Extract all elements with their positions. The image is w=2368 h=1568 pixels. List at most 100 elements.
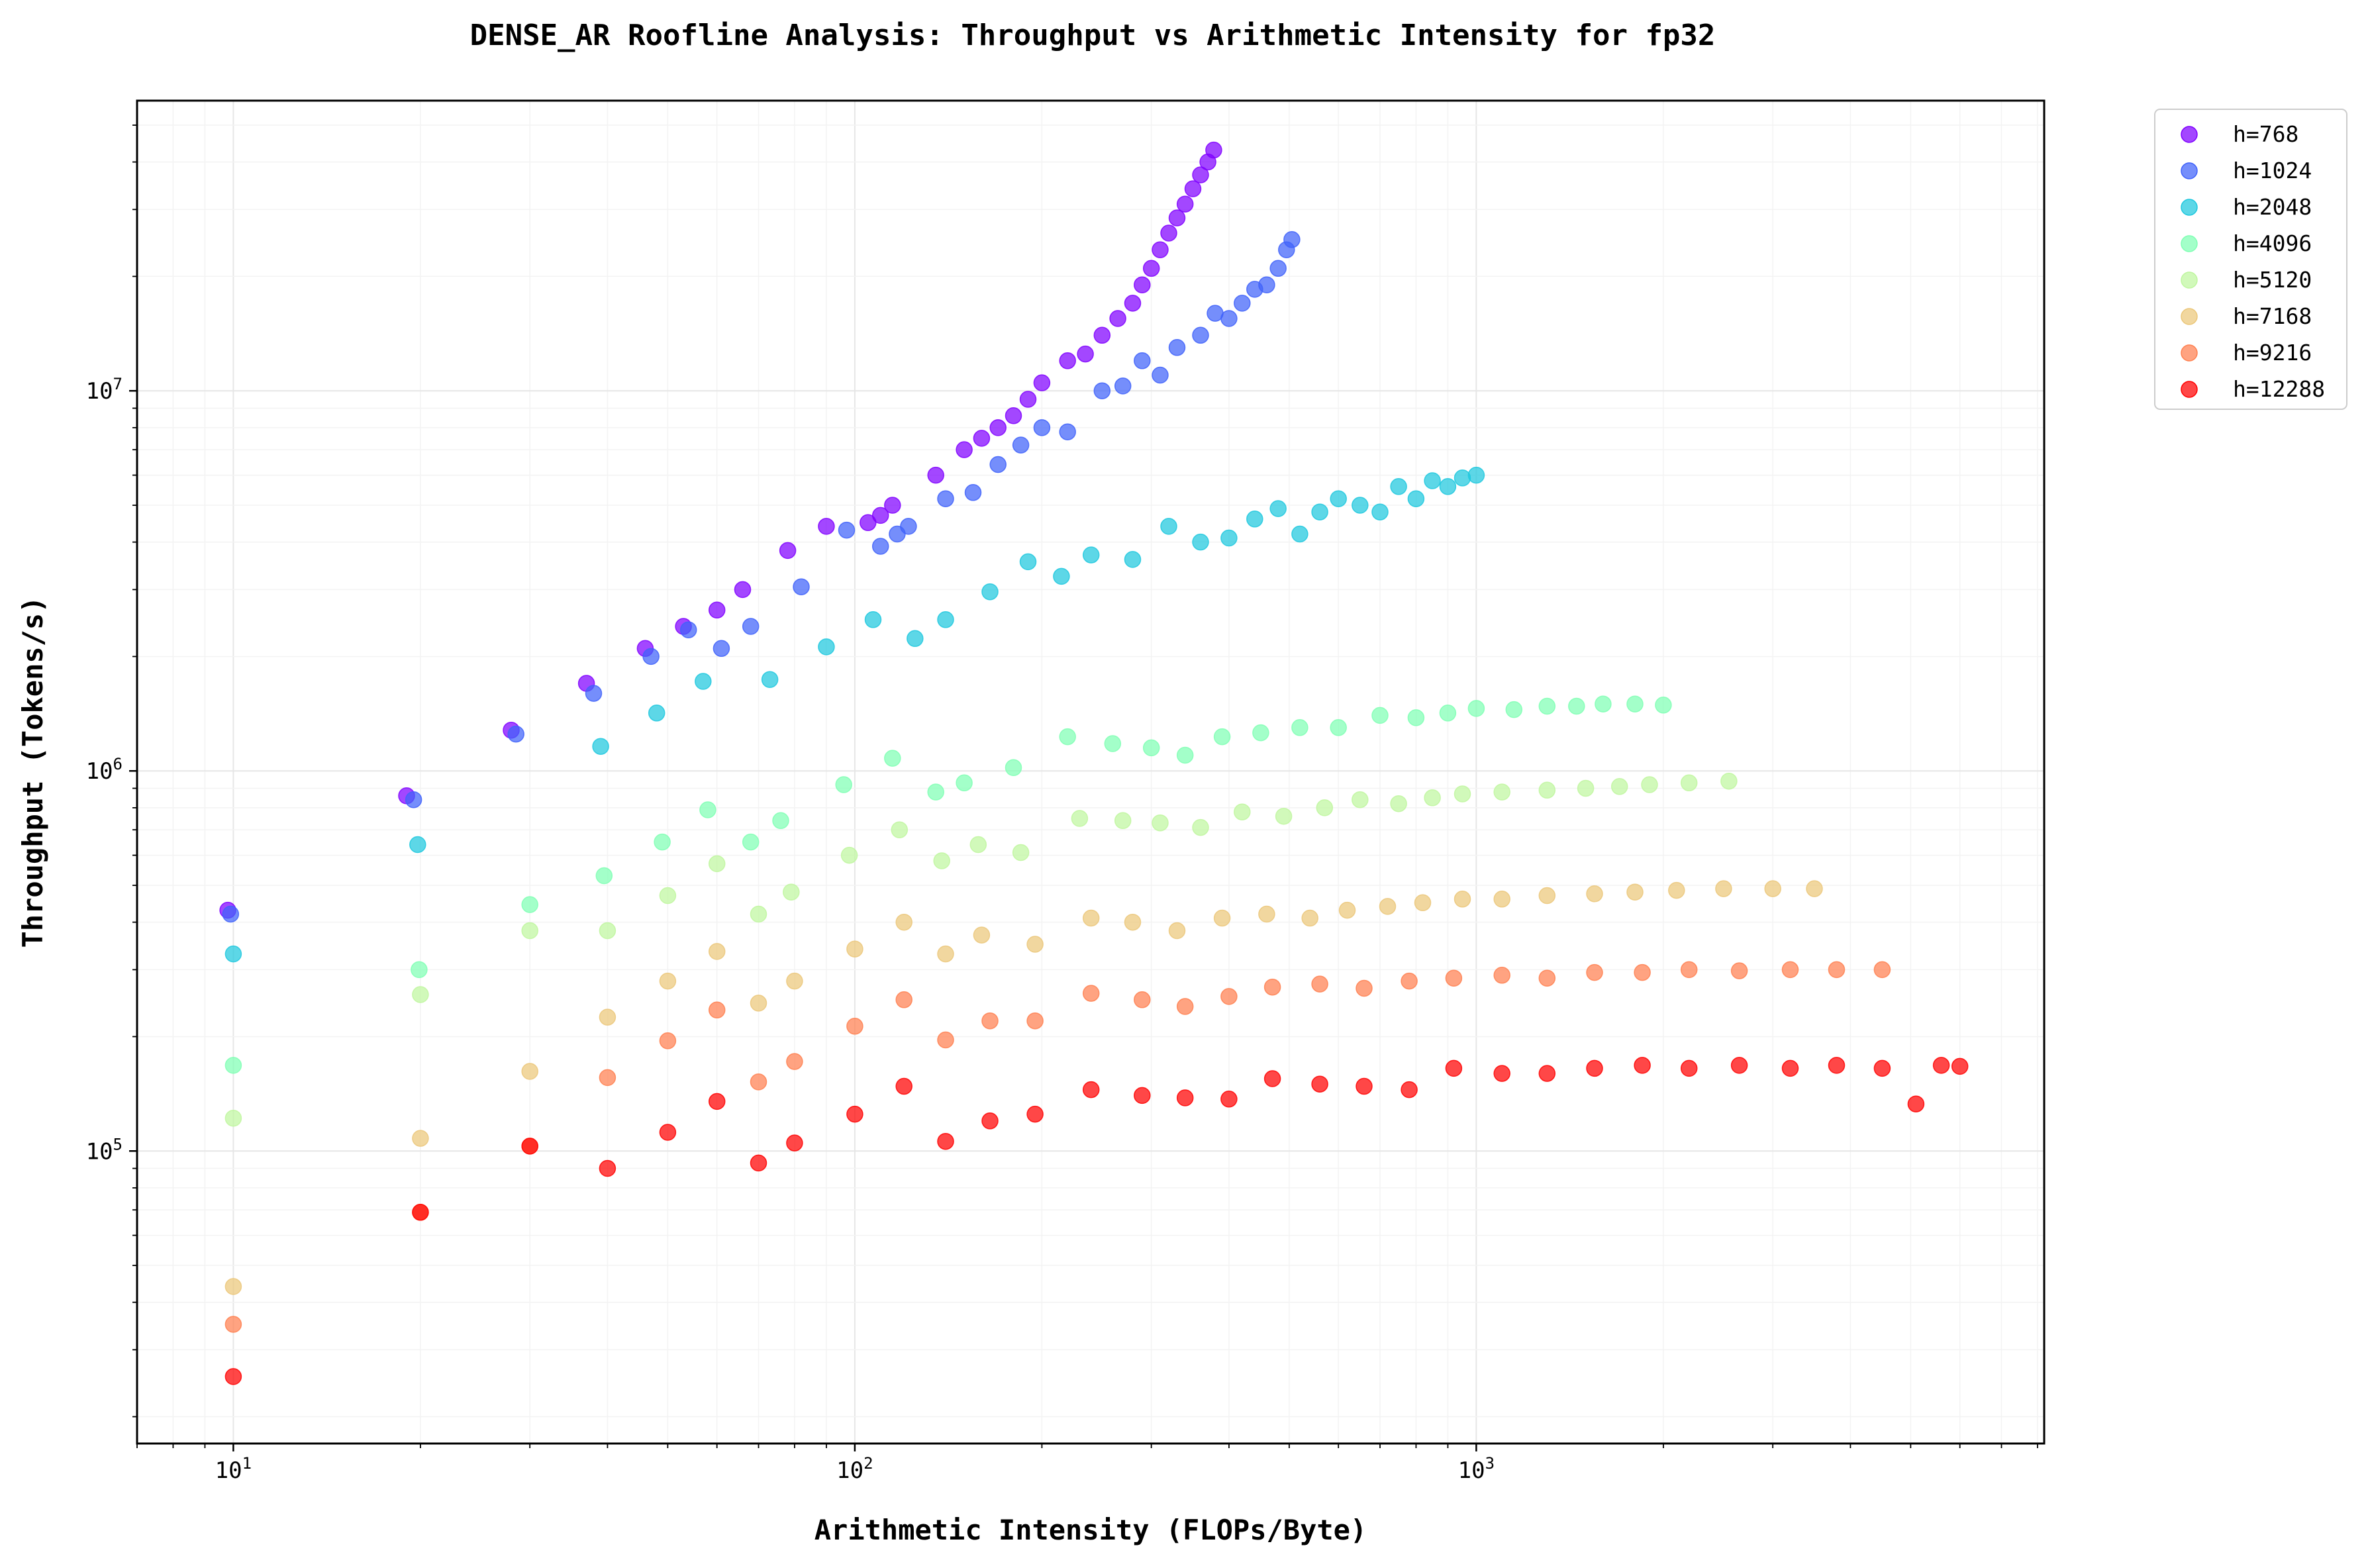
data-point [1538,697,1556,715]
data-point [1012,436,1030,454]
data-point [783,883,800,901]
data-point [1005,759,1022,777]
data-point [659,972,677,990]
series-h-1024 [222,231,1301,923]
data-point [1275,807,1293,825]
y-tick-label: 107 [86,375,123,405]
data-point [1951,1057,1969,1075]
data-point [1371,503,1389,520]
legend-label: h=12288 [2233,376,2325,402]
data-point [585,685,603,702]
data-point [1093,326,1111,344]
data-point [871,507,889,524]
data-point [964,484,982,501]
data-point [708,1001,726,1019]
data-point [708,943,726,960]
data-point [412,1130,429,1147]
data-point [1152,366,1169,384]
data-point [642,648,660,665]
data-point [224,1368,242,1385]
data-point [1424,472,1441,489]
data-point [1493,1065,1510,1082]
series-h-7168 [224,880,1823,1295]
legend-label: h=2048 [2233,194,2312,220]
data-point [1160,224,1177,242]
data-point [1134,1087,1151,1104]
data-point [1124,551,1142,568]
data-point [1234,803,1251,820]
x-axis-label: Arithmetic Intensity (FLOPs/Byte) [814,1514,1367,1546]
data-point [937,1031,954,1049]
legend-label: h=7168 [2233,303,2312,329]
data-point [1626,695,1644,712]
data-point [1356,979,1373,997]
data-point [750,1073,767,1091]
legend-marker [2181,199,2198,216]
data-point [973,926,991,944]
data-point [1082,909,1100,927]
data-point [1715,880,1732,897]
series-h-12288 [224,1057,1969,1385]
data-point [599,1008,617,1026]
legend-marker [2181,126,2198,143]
data-point [699,801,716,818]
data-point [1311,975,1328,993]
data-point [846,1105,863,1123]
data-point [1263,978,1281,996]
data-point [818,638,835,656]
data-point [1493,891,1510,908]
data-point [1338,901,1356,919]
data-point [1124,295,1142,312]
chart-title: DENSE_AR Roofline Analysis: Throughput v… [470,19,1716,52]
data-point [761,671,779,688]
data-point [1907,1095,1925,1112]
data-point [1192,166,1209,183]
data-point [1781,961,1799,979]
data-point [981,583,999,601]
data-point [779,542,797,560]
data-point [750,905,767,923]
legend-marker [2181,162,2198,179]
data-point [1538,781,1556,799]
y-tick-label: 106 [86,755,123,785]
y-tick-label: 105 [86,1135,123,1165]
data-point [1109,310,1126,327]
data-point [838,521,856,539]
data-point [1192,533,1209,551]
data-point [1184,180,1202,197]
data-point [1311,503,1328,520]
data-point [1291,719,1308,736]
data-point [1390,478,1407,495]
data-point [1586,1059,1603,1077]
data-point [659,1124,677,1141]
data-point [1258,276,1275,293]
data-point [1680,1059,1698,1077]
data-point [1291,525,1308,543]
data-point [937,611,954,628]
axis-ticks: 101 102 103 105 106 107 [86,124,2038,1484]
data-point [1005,407,1022,424]
data-point [1720,772,1738,790]
data-point [1352,497,1369,514]
data-point [1114,812,1132,830]
grid-lines [136,101,2044,1444]
data-point [1152,814,1169,832]
data-point [891,821,909,838]
data-point [1828,961,1846,979]
data-point [1577,779,1595,797]
legend-marker [2181,344,2198,362]
data-point [1445,969,1463,987]
data-point [1283,231,1301,248]
data-point [900,518,917,535]
data-point [818,518,835,535]
data-point [1586,885,1603,903]
data-point [1019,391,1037,408]
data-point [1234,295,1251,312]
data-point [969,836,987,854]
data-point [860,514,877,532]
data-point [884,750,901,767]
data-point [411,961,428,979]
data-point [1033,419,1051,436]
data-point [659,1032,677,1050]
x-tick-label: 102 [836,1454,873,1484]
